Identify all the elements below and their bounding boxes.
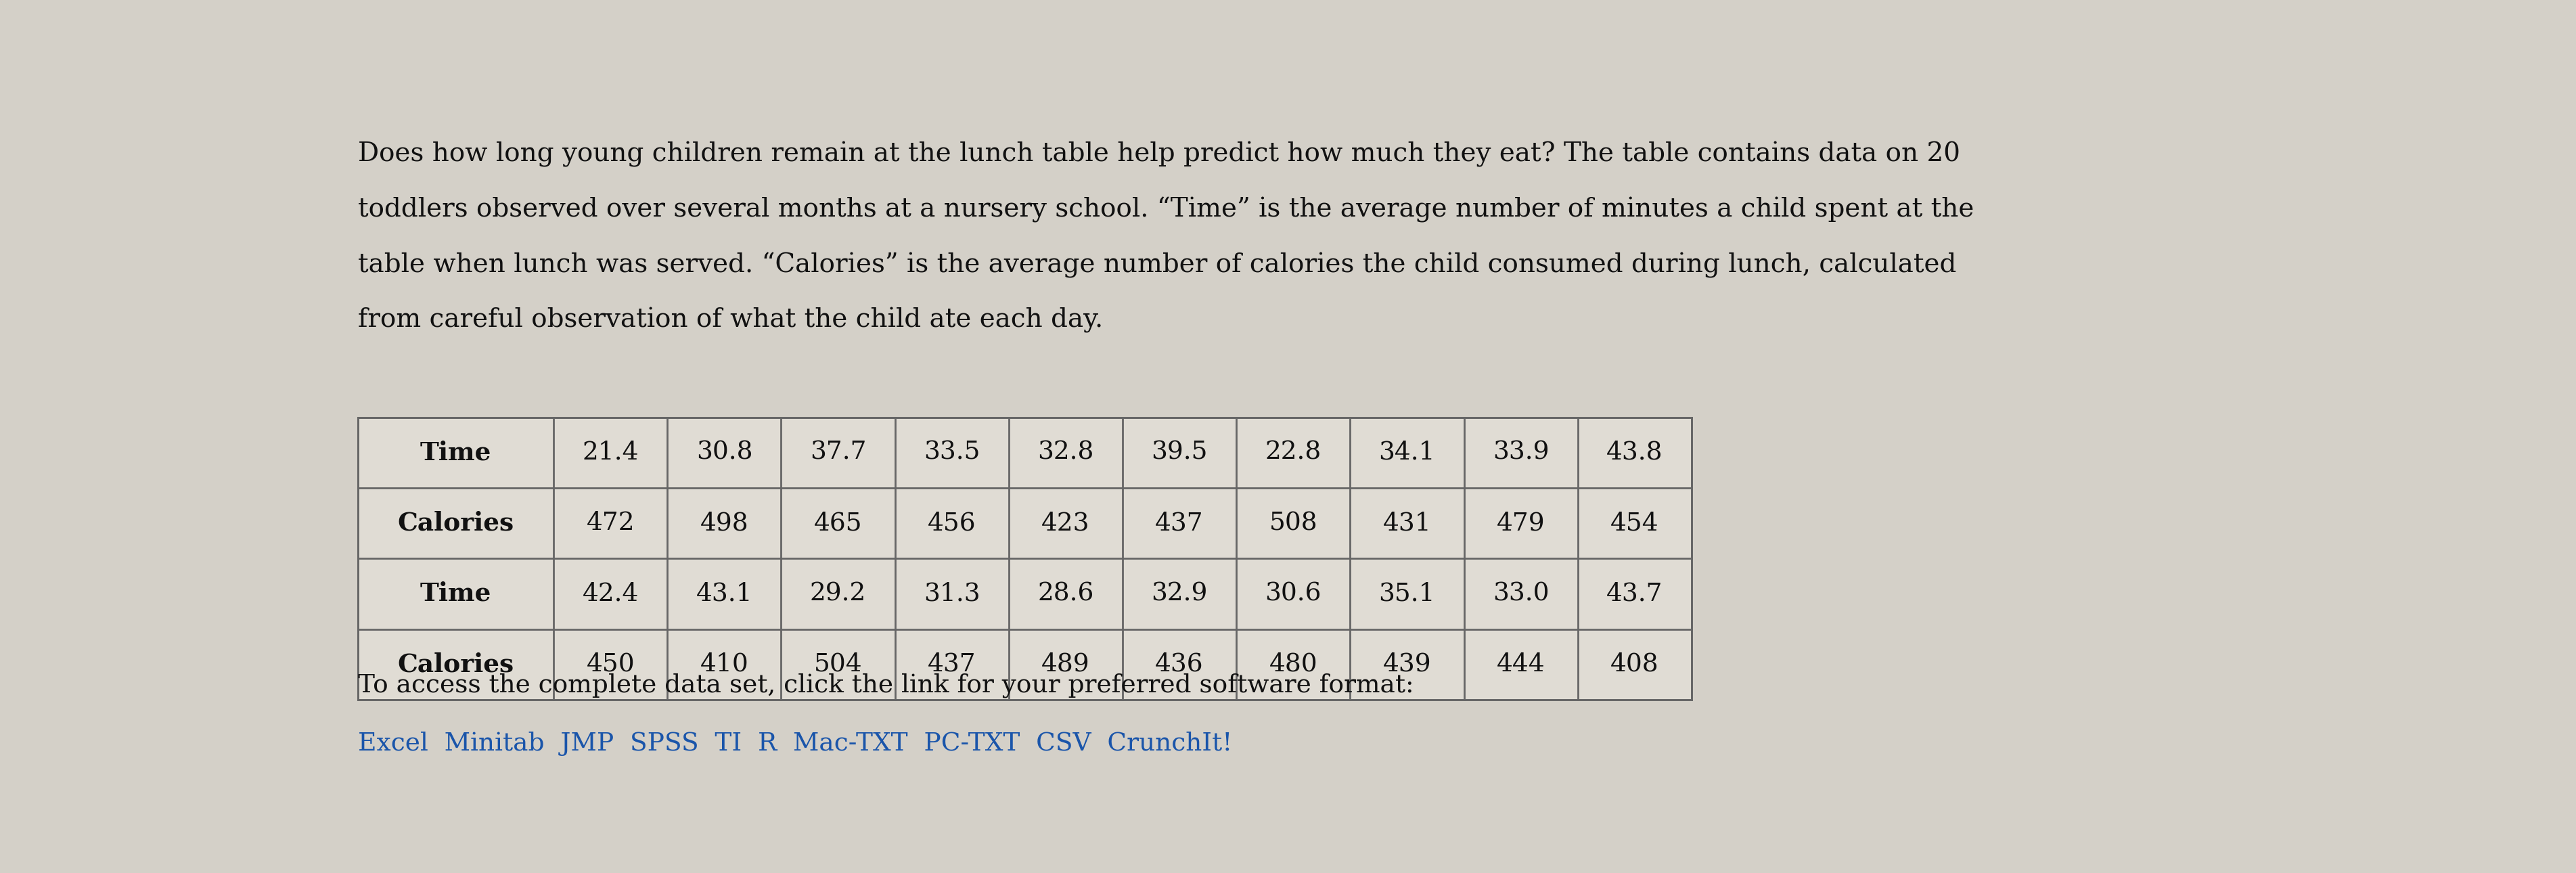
Text: 29.2: 29.2: [809, 581, 866, 606]
Text: To access the complete data set, click the link for your preferred software form: To access the complete data set, click t…: [358, 673, 1414, 698]
Text: 33.5: 33.5: [925, 441, 979, 464]
Text: table when lunch was served. “Calories” is the average number of calories the ch: table when lunch was served. “Calories” …: [358, 252, 1955, 278]
Bar: [358, 417, 1692, 699]
Text: 489: 489: [1041, 652, 1090, 677]
Text: 35.1: 35.1: [1378, 581, 1435, 606]
Text: 42.4: 42.4: [582, 581, 639, 606]
Text: 31.3: 31.3: [925, 581, 979, 606]
Text: 436: 436: [1154, 652, 1203, 677]
Text: 28.6: 28.6: [1038, 581, 1095, 606]
Text: 437: 437: [927, 652, 976, 677]
Text: 30.8: 30.8: [696, 441, 752, 464]
Text: 43.7: 43.7: [1607, 581, 1664, 606]
Text: 431: 431: [1383, 511, 1432, 535]
Text: 508: 508: [1270, 511, 1316, 535]
Text: 472: 472: [587, 511, 634, 535]
Text: toddlers observed over several months at a nursery school. “Time” is the average: toddlers observed over several months at…: [358, 196, 1973, 223]
Text: 450: 450: [587, 652, 634, 677]
Text: 444: 444: [1497, 652, 1546, 677]
Text: 33.0: 33.0: [1492, 581, 1548, 606]
Text: 498: 498: [701, 511, 750, 535]
Text: 30.6: 30.6: [1265, 581, 1321, 606]
Text: Time: Time: [420, 581, 492, 607]
Text: 34.1: 34.1: [1378, 441, 1435, 464]
Text: 423: 423: [1041, 511, 1090, 535]
Text: 32.8: 32.8: [1038, 441, 1095, 464]
Text: 43.8: 43.8: [1607, 441, 1664, 464]
Text: Does how long young children remain at the lunch table help predict how much the: Does how long young children remain at t…: [358, 141, 1960, 168]
Text: 33.9: 33.9: [1492, 441, 1548, 464]
Text: 39.5: 39.5: [1151, 441, 1208, 464]
Text: 437: 437: [1154, 511, 1203, 535]
Text: 22.8: 22.8: [1265, 441, 1321, 464]
Text: Time: Time: [420, 440, 492, 465]
Text: 408: 408: [1610, 652, 1659, 677]
Text: 504: 504: [814, 652, 863, 677]
Text: 454: 454: [1610, 511, 1659, 535]
Text: 37.7: 37.7: [809, 441, 866, 464]
Text: 43.1: 43.1: [696, 581, 752, 606]
Text: Calories: Calories: [397, 511, 515, 536]
Text: 410: 410: [701, 652, 750, 677]
Text: Calories: Calories: [397, 652, 515, 677]
Text: from careful observation of what the child ate each day.: from careful observation of what the chi…: [358, 307, 1103, 333]
Text: 456: 456: [927, 511, 976, 535]
Text: Excel  Minitab  JMP  SPSS  TI  R  Mac-TXT  PC-TXT  CSV  CrunchIt!: Excel Minitab JMP SPSS TI R Mac-TXT PC-T…: [358, 732, 1231, 756]
Text: 32.9: 32.9: [1151, 581, 1208, 606]
Text: 480: 480: [1270, 652, 1316, 677]
Text: 479: 479: [1497, 511, 1546, 535]
Text: 439: 439: [1383, 652, 1432, 677]
Text: 465: 465: [814, 511, 863, 535]
Text: 21.4: 21.4: [582, 441, 639, 464]
